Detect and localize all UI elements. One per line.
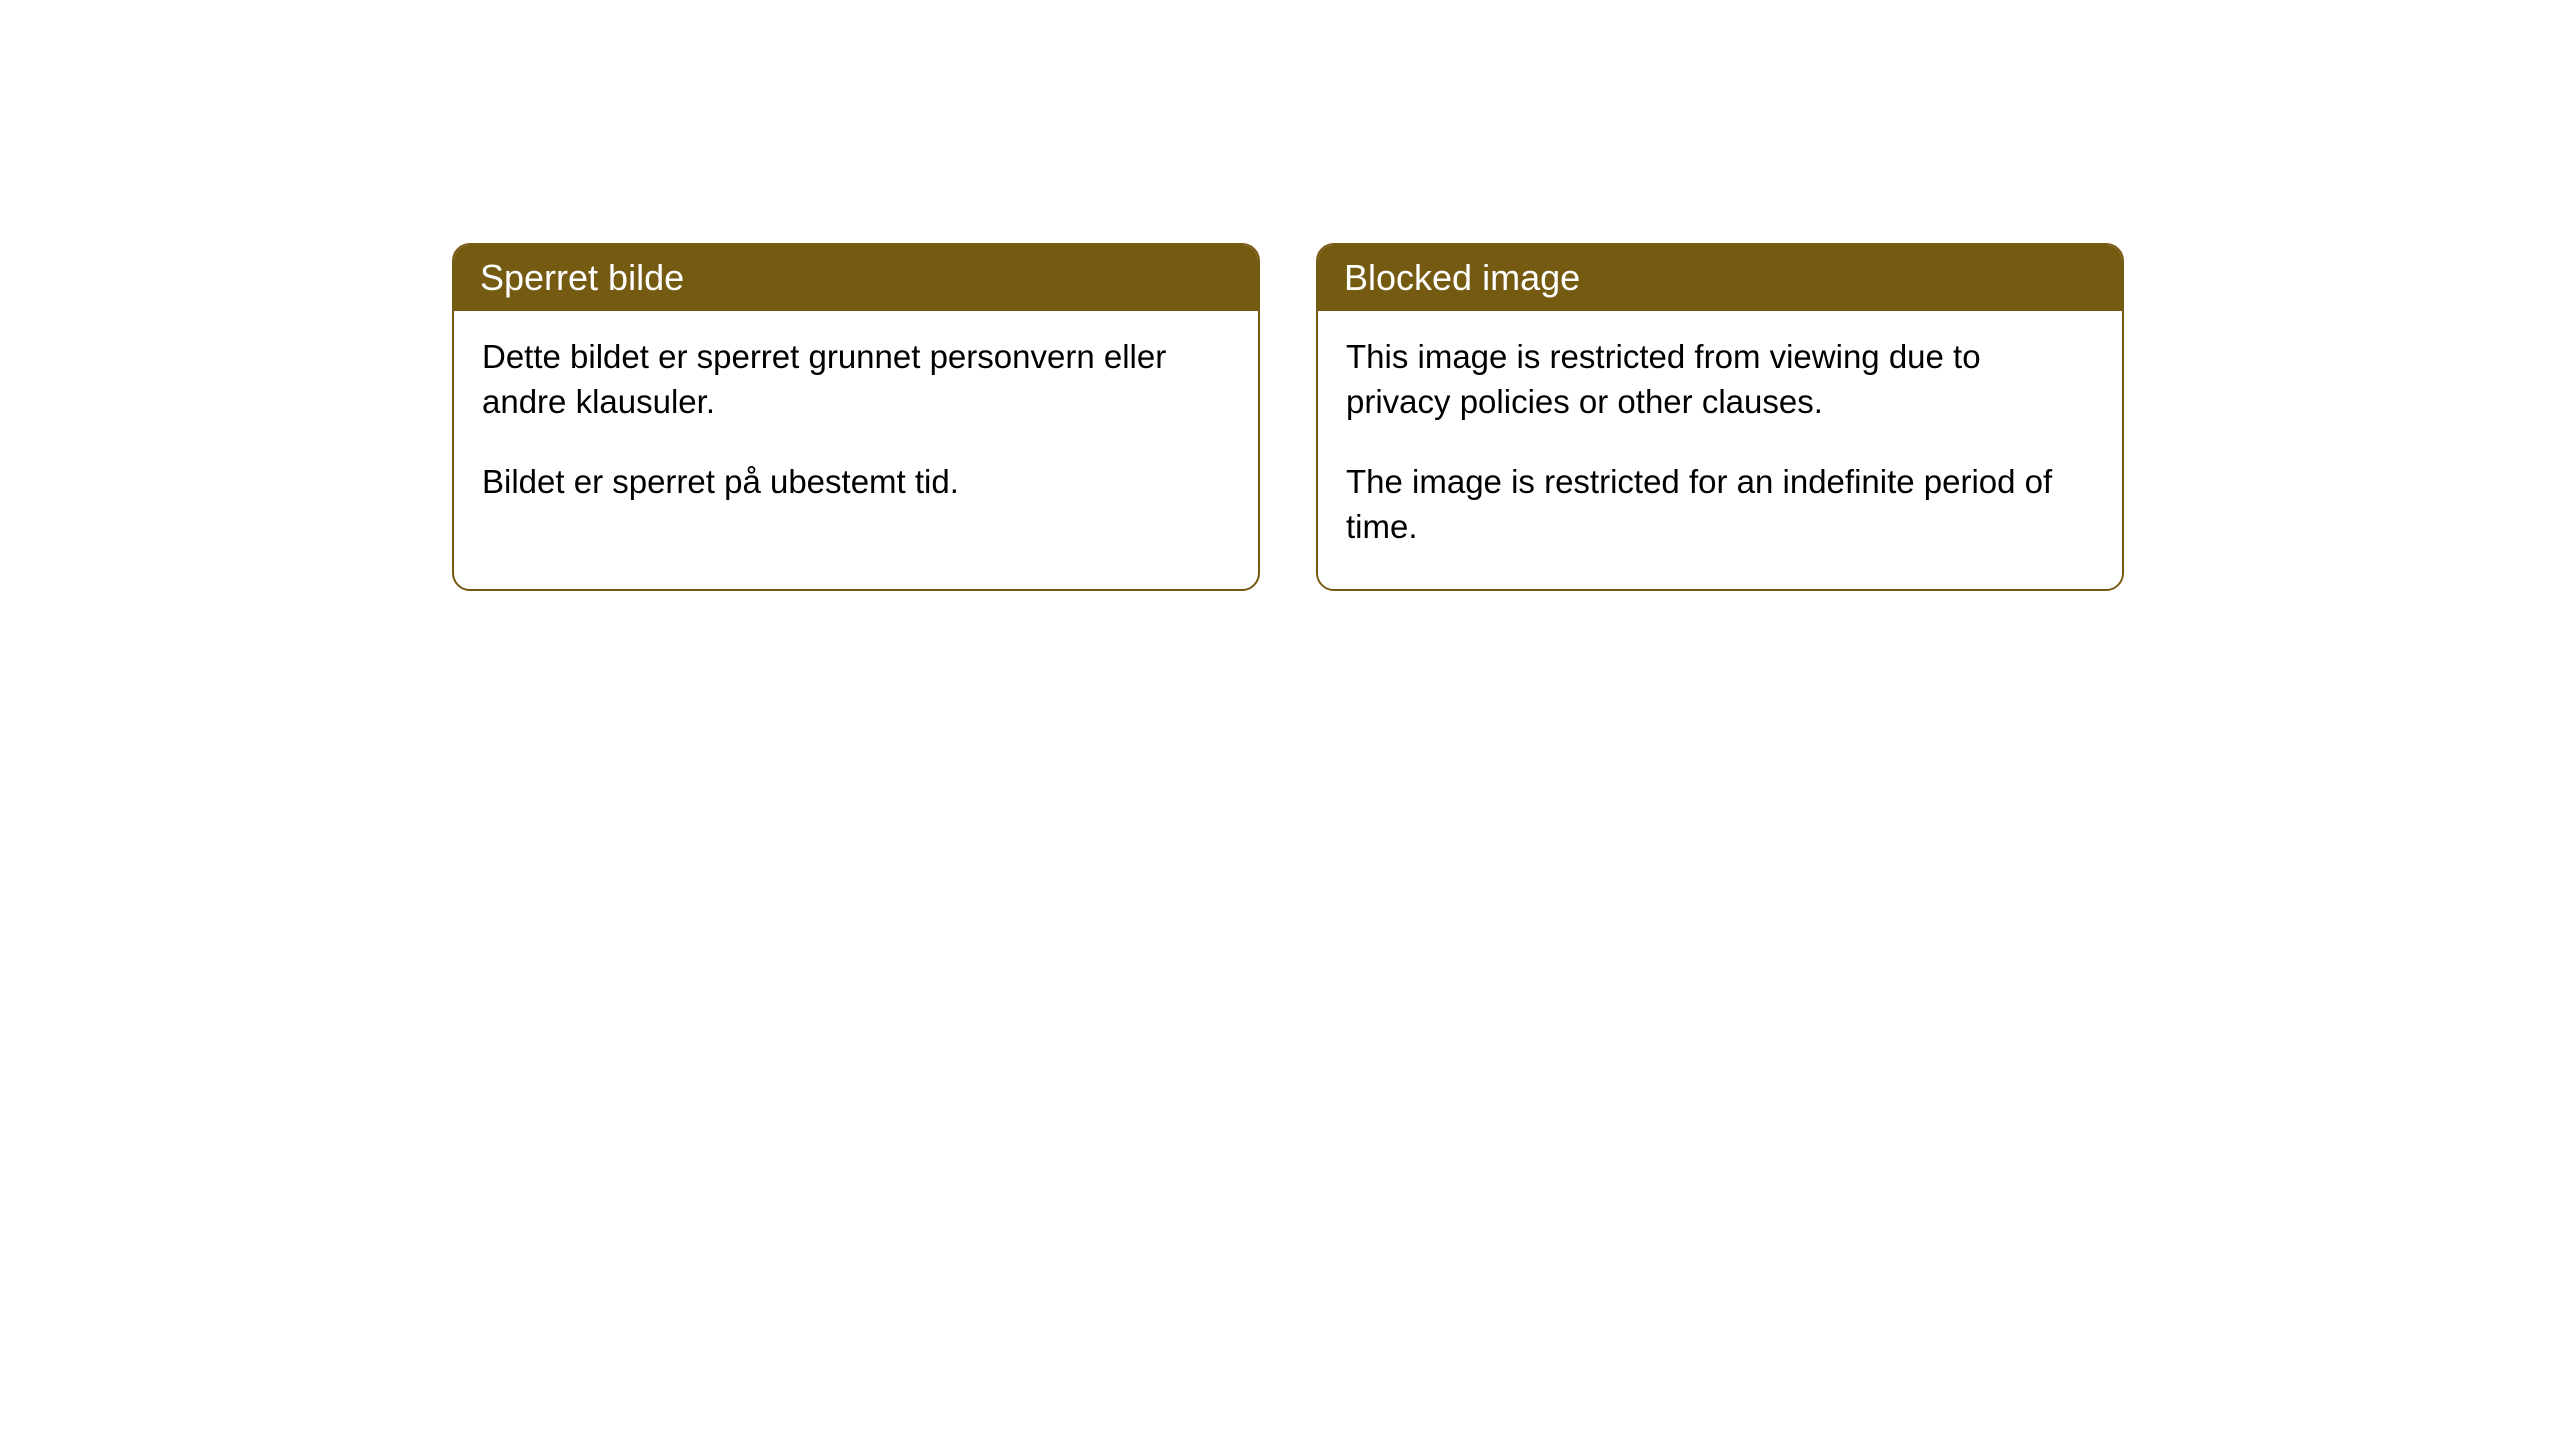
card-paragraph: Bildet er sperret på ubestemt tid. <box>482 460 1230 505</box>
card-paragraph: Dette bildet er sperret grunnet personve… <box>482 335 1230 424</box>
card-paragraph: This image is restricted from viewing du… <box>1346 335 2094 424</box>
card-title: Blocked image <box>1344 257 1580 298</box>
card-body: Dette bildet er sperret grunnet personve… <box>454 311 1258 545</box>
card-title: Sperret bilde <box>480 257 684 298</box>
notice-cards-container: Sperret bilde Dette bildet er sperret gr… <box>452 243 2124 591</box>
blocked-image-card-english: Blocked image This image is restricted f… <box>1316 243 2124 591</box>
card-header: Blocked image <box>1318 245 2122 311</box>
card-header: Sperret bilde <box>454 245 1258 311</box>
blocked-image-card-norwegian: Sperret bilde Dette bildet er sperret gr… <box>452 243 1260 591</box>
card-body: This image is restricted from viewing du… <box>1318 311 2122 589</box>
card-paragraph: The image is restricted for an indefinit… <box>1346 460 2094 549</box>
